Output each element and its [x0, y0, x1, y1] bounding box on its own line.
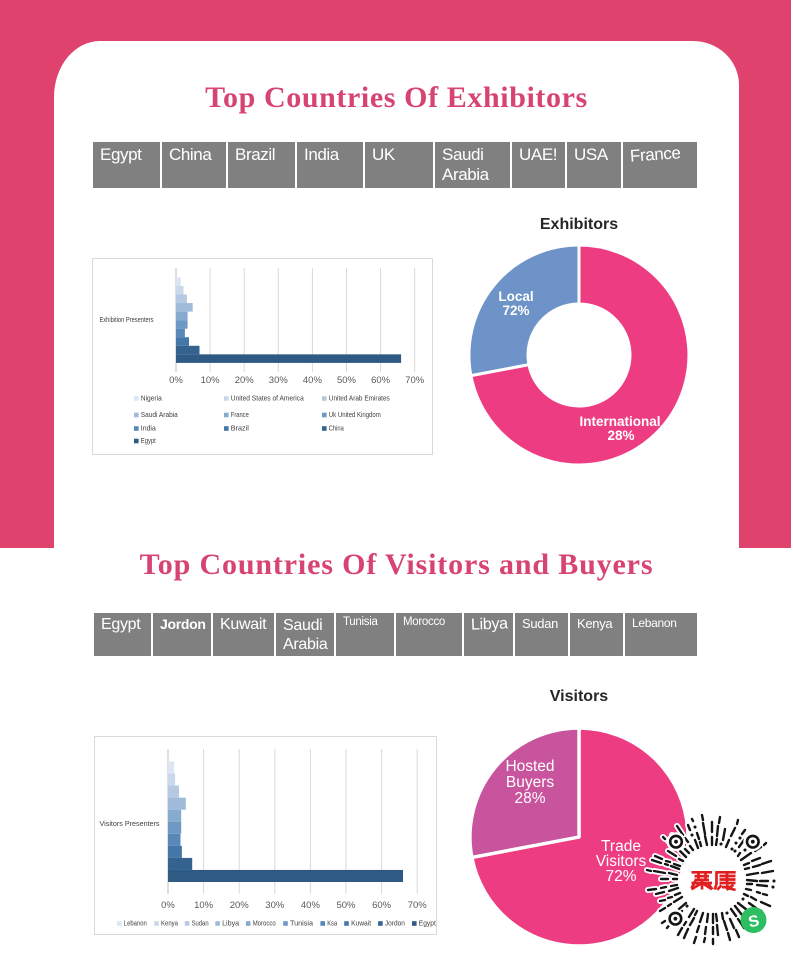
- svg-text:28%: 28%: [607, 428, 634, 443]
- svg-text:Kenya: Kenya: [161, 919, 179, 928]
- svg-text:60%: 60%: [371, 375, 391, 386]
- svg-text:Uk United Kingdom: Uk United Kingdom: [329, 410, 381, 419]
- svg-text:20%: 20%: [235, 375, 255, 386]
- svg-text:20%: 20%: [230, 900, 250, 911]
- svg-text:70%: 70%: [405, 375, 425, 386]
- svg-text:International: International: [579, 414, 660, 429]
- svg-text:50%: 50%: [337, 375, 357, 386]
- svg-text:Egypt: Egypt: [419, 919, 436, 928]
- svg-text:Visitors: Visitors: [596, 853, 647, 870]
- svg-text:Libya: Libya: [222, 919, 240, 928]
- svg-text:Jordon: Jordon: [385, 919, 405, 928]
- svg-text:Morocco: Morocco: [253, 919, 276, 928]
- svg-text:Brazil: Brazil: [231, 424, 249, 433]
- svg-text:0%: 0%: [161, 900, 175, 911]
- svg-text:S: S: [747, 912, 761, 931]
- svg-text:Kuwait: Kuwait: [351, 919, 371, 928]
- svg-text:United Arab Emirates: United Arab Emirates: [329, 394, 390, 403]
- svg-text:0%: 0%: [169, 375, 183, 386]
- svg-text:70%: 70%: [408, 900, 428, 911]
- svg-text:Egypt: Egypt: [141, 436, 156, 445]
- svg-text:Lebanon: Lebanon: [124, 919, 147, 928]
- svg-text:10%: 10%: [194, 900, 214, 911]
- svg-text:Visitors Presenters: Visitors Presenters: [100, 819, 160, 828]
- svg-text:10%: 10%: [201, 375, 221, 386]
- svg-text:Exhibition Presenters: Exhibition Presenters: [100, 315, 154, 324]
- svg-text:40%: 40%: [301, 900, 321, 911]
- svg-text:72%: 72%: [502, 303, 529, 318]
- svg-text:China: China: [329, 424, 345, 433]
- svg-text:Saudi Arabia: Saudi Arabia: [141, 410, 179, 419]
- svg-text:72%: 72%: [605, 868, 636, 885]
- svg-text:30%: 30%: [269, 375, 289, 386]
- svg-text:Buyers: Buyers: [506, 774, 554, 791]
- svg-text:Ksa: Ksa: [327, 919, 338, 928]
- svg-text:Nigeria: Nigeria: [141, 394, 163, 403]
- svg-text:United States of America: United States of America: [231, 394, 305, 403]
- svg-text:50%: 50%: [336, 900, 356, 911]
- svg-text:India: India: [141, 424, 157, 433]
- svg-text:Hosted: Hosted: [505, 758, 554, 775]
- svg-text:30%: 30%: [265, 900, 285, 911]
- svg-text:France: France: [231, 410, 249, 419]
- svg-text:Sudan: Sudan: [192, 919, 209, 928]
- svg-text:40%: 40%: [303, 375, 323, 386]
- svg-text:Tunisia: Tunisia: [290, 919, 314, 928]
- svg-text:Local: Local: [498, 289, 533, 304]
- svg-text:Trade: Trade: [601, 838, 641, 855]
- svg-text:28%: 28%: [514, 790, 545, 807]
- svg-text:60%: 60%: [372, 900, 392, 911]
